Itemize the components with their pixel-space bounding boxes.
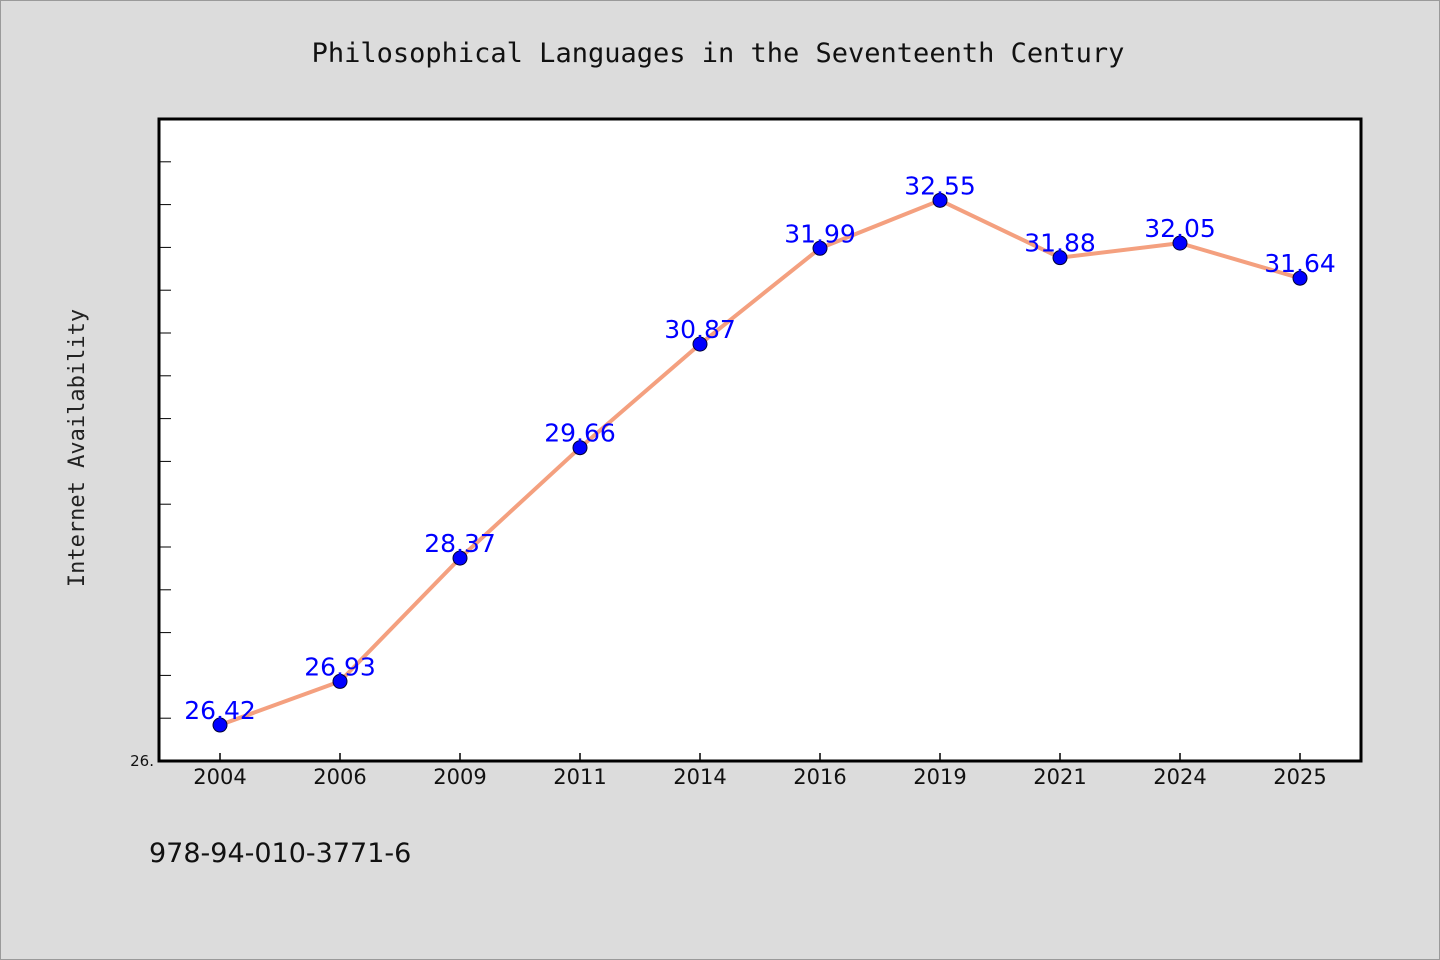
data-label: 29.66 (544, 419, 616, 448)
data-label: 31.99 (784, 219, 856, 248)
x-tick-label: 2016 (793, 765, 846, 789)
series-points-group (212, 192, 1308, 733)
data-point (932, 192, 948, 208)
data-point (332, 673, 348, 689)
data-label: 31.64 (1264, 249, 1336, 278)
x-axis-ticks: 2004 2006 2009 2011 2014 2016 2019 2021 2024 2025 (193, 753, 1327, 789)
data-label: 32.55 (904, 171, 976, 200)
series-line-group (218, 198, 1302, 728)
data-point (1052, 250, 1068, 266)
data-label: 31.88 (1024, 229, 1096, 258)
data-point (812, 240, 828, 256)
data-point (212, 717, 228, 733)
data-point (572, 440, 588, 456)
x-tick-label: 2009 (433, 765, 486, 789)
y-axis-minor-ticks (159, 161, 171, 719)
y-axis-label: Internet Availability (65, 309, 90, 587)
data-labels-group: 26.42 26.93 28.37 29.66 30.87 31.99 32.55 31.88… (184, 171, 1336, 725)
x-tick-label: 2024 (1153, 765, 1206, 789)
chart-title: Philosophical Languages in the Seventeen… (312, 38, 1125, 69)
data-label: 26.42 (184, 696, 256, 725)
series-line (218, 198, 1302, 728)
data-point (452, 550, 468, 566)
x-tick-label: 2014 (673, 765, 726, 789)
x-tick-label: 2019 (913, 765, 966, 789)
y-tick-label: 26. (130, 752, 154, 770)
x-tick-label: 2025 (1273, 765, 1326, 789)
data-label: 26.93 (304, 652, 376, 681)
x-tick-label: 2004 (193, 765, 246, 789)
data-point (1292, 270, 1308, 286)
plot-area (157, 117, 1363, 763)
data-label: 32.05 (1144, 214, 1216, 243)
x-tick-label: 2006 (313, 765, 366, 789)
data-point (692, 336, 708, 352)
footer-code: 978-94-010-3771-6 (149, 838, 411, 869)
data-point (1172, 235, 1188, 251)
data-label: 30.87 (664, 315, 736, 344)
x-tick-label: 2021 (1033, 765, 1086, 789)
x-tick-label: 2011 (553, 765, 606, 789)
data-label: 28.37 (424, 529, 496, 558)
